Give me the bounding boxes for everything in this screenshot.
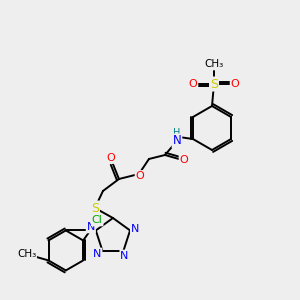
Text: S: S xyxy=(210,77,218,91)
Text: N: N xyxy=(93,249,102,259)
Text: N: N xyxy=(172,134,181,148)
Text: O: O xyxy=(180,155,188,165)
Text: O: O xyxy=(189,79,197,89)
Text: Cl: Cl xyxy=(92,215,103,225)
Text: S: S xyxy=(91,202,99,214)
Text: O: O xyxy=(106,153,115,163)
Text: CH₃: CH₃ xyxy=(17,249,36,260)
Text: CH₃: CH₃ xyxy=(204,59,224,69)
Text: O: O xyxy=(231,79,239,89)
Text: N: N xyxy=(87,222,95,233)
Text: O: O xyxy=(136,171,144,181)
Text: H: H xyxy=(173,128,181,138)
Text: N: N xyxy=(131,224,139,234)
Text: N: N xyxy=(120,250,129,261)
